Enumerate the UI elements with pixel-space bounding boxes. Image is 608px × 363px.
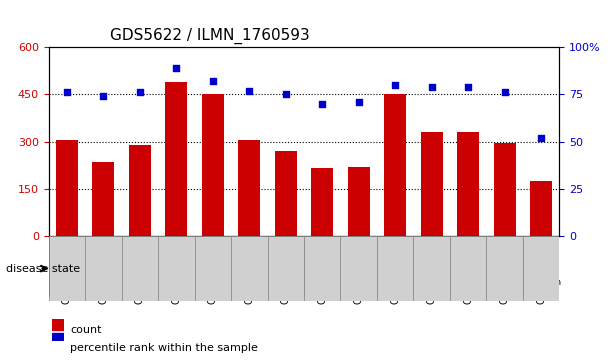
Bar [52, 333, 64, 341]
Point [98, 93, 108, 99]
Bar [238, 140, 260, 236]
Point [390, 82, 400, 88]
Point [208, 78, 218, 84]
Text: control: control [161, 262, 192, 271]
Text: MDS refractory anemia
with excess blasts-1: MDS refractory anemia with excess blasts… [398, 257, 502, 277]
Bar [92, 162, 114, 236]
Bar [165, 82, 187, 236]
FancyBboxPatch shape [122, 236, 158, 301]
Text: disease state: disease state [6, 264, 80, 274]
Point [317, 101, 327, 107]
Text: percentile rank within the sample: percentile rank within the sample [70, 343, 258, 354]
Point [62, 90, 72, 95]
Bar [202, 94, 224, 236]
FancyBboxPatch shape [195, 236, 231, 301]
FancyBboxPatch shape [523, 237, 559, 297]
Bar [348, 167, 370, 236]
Point [500, 90, 510, 95]
Text: MDS refractory
cytopenia with
multilineage dysplasia: MDS refractory cytopenia with multilinea… [289, 252, 392, 282]
Bar [129, 145, 151, 236]
Point [281, 91, 291, 97]
FancyBboxPatch shape [158, 236, 195, 301]
FancyBboxPatch shape [304, 237, 377, 297]
Point [244, 88, 254, 94]
Bar [421, 132, 443, 236]
Bar [384, 94, 406, 236]
FancyBboxPatch shape [377, 236, 413, 301]
Text: GDS5622 / ILMN_1760593: GDS5622 / ILMN_1760593 [110, 28, 309, 44]
FancyBboxPatch shape [377, 237, 523, 297]
FancyBboxPatch shape [304, 236, 340, 301]
Bar [311, 168, 333, 236]
FancyBboxPatch shape [486, 236, 523, 301]
Bar [56, 140, 78, 236]
FancyBboxPatch shape [231, 236, 268, 301]
FancyBboxPatch shape [49, 237, 304, 297]
Bar [52, 319, 64, 330]
FancyBboxPatch shape [523, 236, 559, 301]
Point [171, 65, 181, 71]
FancyBboxPatch shape [450, 236, 486, 301]
FancyBboxPatch shape [49, 236, 85, 301]
FancyBboxPatch shape [413, 236, 450, 301]
FancyBboxPatch shape [268, 236, 304, 301]
Point [536, 135, 546, 141]
FancyBboxPatch shape [85, 236, 122, 301]
Bar [530, 181, 552, 236]
Point [354, 99, 364, 105]
Bar [457, 132, 479, 236]
Point [135, 90, 145, 95]
FancyBboxPatch shape [340, 236, 377, 301]
Bar [275, 151, 297, 236]
Point [463, 84, 473, 90]
Bar [494, 143, 516, 236]
Point [427, 84, 437, 90]
Text: MDS
refracto
ry ane
mia with: MDS refracto ry ane mia with [522, 247, 561, 287]
Text: count: count [70, 325, 102, 335]
